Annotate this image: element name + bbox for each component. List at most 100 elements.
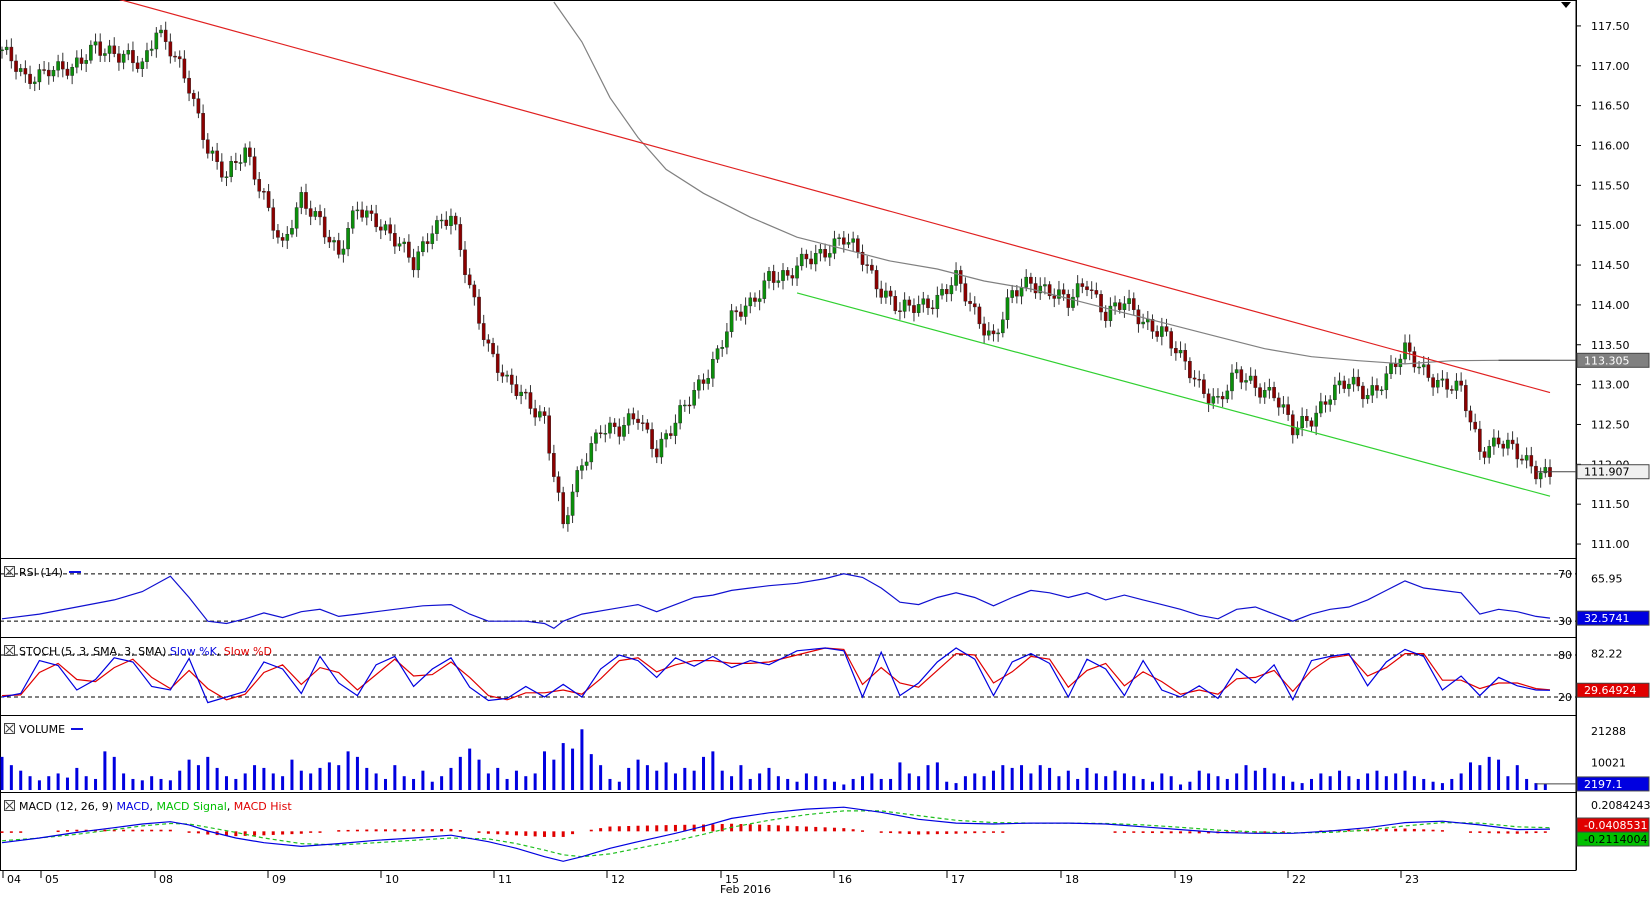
macd-hist-bar — [1375, 829, 1379, 832]
macd-hist-bar — [879, 831, 883, 833]
candle-body — [1253, 375, 1258, 388]
candle-body — [369, 210, 374, 214]
candle-body — [683, 404, 687, 407]
volume-current-label: 2197.1 — [1584, 778, 1623, 791]
volume-bar — [617, 781, 621, 790]
candle-body — [453, 215, 458, 225]
candle-body — [523, 391, 528, 394]
candle-body — [996, 332, 1000, 335]
volume-bar — [206, 756, 210, 790]
macd-hist-bar — [786, 825, 790, 832]
candle-body — [332, 240, 336, 243]
x-tick-label: 04 — [7, 873, 21, 886]
volume-bar — [702, 756, 706, 790]
candle-body — [1220, 396, 1225, 400]
volume-bar — [1487, 756, 1491, 790]
candle-body — [1375, 385, 1379, 391]
candle-body — [912, 305, 916, 313]
macd-hist-bar — [337, 830, 341, 832]
candle-body — [9, 46, 14, 62]
volume-bar — [571, 748, 575, 790]
volume-bar — [720, 770, 724, 790]
candle-body — [1234, 369, 1239, 374]
volume-bar — [103, 751, 107, 790]
stoch-k-line — [1, 647, 1551, 704]
candle-body — [486, 339, 491, 344]
volume-bar — [253, 765, 257, 790]
macd-hist-bar — [421, 829, 425, 832]
macd-hist-bar — [917, 831, 921, 835]
volume-bar — [1029, 773, 1033, 790]
macd-hist-bar — [1440, 830, 1444, 832]
volume-bar — [1094, 773, 1098, 790]
macd-hist-bar — [449, 828, 453, 832]
candle-body — [916, 304, 921, 313]
macd-hist-bar — [627, 826, 631, 832]
volume-bar — [664, 762, 668, 790]
close-pane-icon[interactable] — [4, 566, 15, 577]
rsi-legend: RSI (14) — [4, 566, 81, 579]
candle-body — [140, 61, 145, 69]
macd-hist-bar — [926, 831, 930, 835]
macd-hist-bar — [122, 829, 126, 832]
volume-bar — [1338, 770, 1342, 790]
candle-body — [276, 230, 280, 238]
candle-body — [449, 215, 453, 226]
macd-hist-bar — [1263, 831, 1267, 833]
volume-current-label-box — [1576, 776, 1650, 792]
macd-hist-bar — [309, 831, 313, 833]
volume-bar — [1188, 781, 1192, 790]
volume-bar — [1010, 767, 1014, 790]
macd-hist-bar — [739, 824, 743, 832]
volume-bar — [514, 770, 518, 790]
candle-body — [542, 411, 547, 416]
candle-body — [355, 209, 360, 212]
candle-body — [463, 249, 467, 276]
volume-bar — [365, 767, 369, 790]
candle-body — [299, 192, 304, 208]
macd-hist-bar — [1422, 829, 1426, 832]
stoch-k-legend: Slow %K — [169, 645, 217, 658]
macd-hist-bar — [1169, 831, 1173, 834]
candle-body — [1015, 290, 1019, 297]
volume-bar — [1412, 776, 1416, 790]
candle-body — [1492, 437, 1496, 447]
x-tick-label: 11 — [498, 873, 512, 886]
macd-hist-bar — [1534, 831, 1538, 834]
macd-hist-bar — [187, 831, 191, 833]
macd-hist-bar — [1403, 828, 1407, 832]
volume-bar — [1048, 767, 1052, 790]
candle-body — [1538, 472, 1543, 480]
candle-body — [1225, 390, 1230, 400]
candle-body — [1403, 342, 1407, 360]
volume-bar — [543, 751, 547, 790]
candle-body — [692, 390, 696, 406]
macd-hist-bar — [75, 829, 79, 832]
scroll-marker-icon — [1561, 2, 1571, 8]
close-pane-icon[interactable] — [4, 723, 15, 734]
candle-body — [397, 243, 402, 247]
candle-body — [650, 429, 654, 450]
volume-bar — [290, 759, 294, 790]
macd-hist-bar — [224, 831, 228, 836]
price-tick-label: 115.50 — [1591, 179, 1630, 192]
candle-body — [1496, 437, 1501, 445]
close-pane-icon[interactable] — [4, 645, 15, 656]
candle-body — [926, 298, 930, 309]
volume-bar — [767, 767, 771, 790]
macd-hist-bar — [1431, 829, 1435, 832]
stoch-level-label-80: 80 — [1558, 649, 1572, 662]
candle-body — [795, 265, 799, 279]
candle-body — [224, 176, 229, 178]
close-pane-icon[interactable] — [4, 800, 15, 811]
volume-bar — [243, 773, 247, 790]
macd-hist-bar — [748, 824, 752, 832]
volume-bar — [954, 783, 958, 790]
candle-body — [1211, 396, 1216, 404]
candle-body — [1117, 302, 1122, 310]
macd-hist-bar — [758, 824, 762, 832]
volume-bar — [776, 776, 780, 790]
macd-hist-bar — [168, 829, 172, 832]
candle-body — [1529, 455, 1534, 467]
candle-body — [1426, 364, 1431, 378]
